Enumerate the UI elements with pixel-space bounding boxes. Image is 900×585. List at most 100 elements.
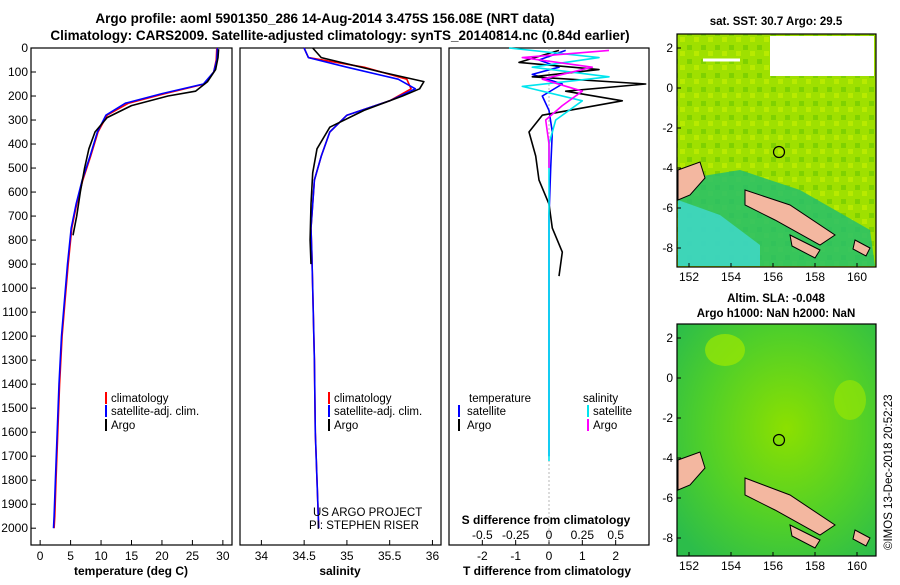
x-axis-ticks: -2 -1 0 1 2	[477, 540, 619, 563]
series-line-argo	[72, 49, 220, 236]
title-line-1: Argo profile: aoml 5901350_286 14-Aug-20…	[95, 11, 554, 26]
s-diff-tick-label: -0.5	[472, 528, 493, 542]
x-tick-label: 35.5	[378, 549, 402, 563]
map-x-tick-label: 156	[763, 270, 783, 284]
depth-axis-ticks: 0 100 200 300 400 500 600 700 800 900 1000 1100 1200…	[1, 41, 36, 535]
coastline-island	[852, 239, 871, 257]
legend-label-argo: Argo	[334, 420, 358, 432]
project-annotation: US ARGO PROJECT	[313, 507, 422, 519]
y-tick-label: 1200	[1, 329, 28, 343]
series-lines	[52, 47, 220, 529]
y-tick-label: 1000	[1, 281, 28, 295]
x-axis-ticks: 0 5 10 15 20 25 30	[37, 540, 230, 563]
map-x-tick-label: 158	[805, 270, 825, 284]
sla-map-title-1: Altim. SLA: -0.048	[727, 293, 825, 305]
s-diff-tick-label: -0.25	[502, 528, 530, 542]
y-tick-label: 900	[8, 257, 28, 271]
y-tick-label: 800	[8, 233, 28, 247]
legend-label-climatology: climatology	[111, 393, 169, 405]
legend: climatology satellite-adj. clim. Argo	[328, 392, 422, 432]
x-tick-label: 0	[37, 549, 44, 563]
profile-location-marker	[772, 433, 786, 447]
map-y-tick-label: -2	[662, 121, 673, 135]
map-y-tick-label: -2	[662, 411, 673, 425]
x-axis-label: temperature (deg C)	[74, 564, 188, 578]
x-tick-label: 1	[579, 549, 586, 563]
y-tick-label: 1900	[1, 497, 28, 511]
y-tick-label: 400	[8, 137, 28, 151]
map-x-tick-label: 156	[763, 559, 783, 573]
sla-map-title-2: Argo h1000: NaN h2000: NaN	[697, 308, 856, 320]
legend: temperature salinity satellite Argo sate…	[458, 393, 632, 432]
x-tick-label: 36	[426, 549, 440, 563]
sla-field	[676, 323, 877, 557]
series-lines	[303, 47, 425, 529]
panel-frame	[30, 47, 233, 546]
map-x-tick-label: 154	[721, 559, 741, 573]
x-tick-label: 10	[94, 549, 108, 563]
series-line-satellite-adj-clim-	[303, 47, 417, 529]
x-tick-label: 35	[340, 549, 354, 563]
sst-map-title: sat. SST: 30.7 Argo: 29.5	[710, 16, 843, 28]
y-tick-label: 1500	[1, 401, 28, 415]
coastline-island	[744, 189, 836, 246]
y-tick-label: 200	[8, 89, 28, 103]
coastline-island	[789, 524, 821, 549]
x-tick-label: 34.5	[292, 549, 316, 563]
y-tick-label: 1300	[1, 353, 28, 367]
s-diff-tick-label: 0	[546, 528, 553, 542]
legend-title-temperature: temperature	[469, 393, 531, 405]
map-x-tick-label: 154	[721, 270, 741, 284]
sla-high-anomaly	[705, 334, 745, 366]
legend-label-climatology: climatology	[334, 393, 392, 405]
legend-label-t-argo: Argo	[467, 420, 491, 432]
x-tick-label: -1	[510, 549, 521, 563]
y-axis-ticks: 2 0 -2 -4 -6 -8	[662, 331, 681, 545]
y-tick-label: 700	[8, 209, 28, 223]
map-x-tick-label: 160	[847, 559, 867, 573]
y-tick-label: 100	[8, 65, 28, 79]
map-y-tick-label: -6	[662, 491, 673, 505]
legend-title-salinity: salinity	[583, 393, 618, 405]
imos-credit: ©IMOS 13-Dec-2018 20:52:23	[883, 394, 895, 550]
x-axis-label: T difference from climatology	[463, 564, 631, 578]
legend-label-satellite: satellite-adj. clim.	[334, 406, 422, 418]
y-tick-label: 1400	[1, 377, 28, 391]
coastline-island	[789, 234, 821, 259]
y-tick-label: 1800	[1, 473, 28, 487]
map-x-tick-label: 158	[805, 559, 825, 573]
x-axis-ticks: 152 154 156 158 160	[679, 263, 867, 284]
x-tick-label: 20	[155, 549, 169, 563]
x-axis-ticks: 152 154 156 158 160	[679, 552, 867, 573]
y-tick-label: 0	[21, 41, 28, 55]
x-axis-ticks: 34 34.5 35 35.5 36	[255, 540, 440, 563]
legend-label-t-satellite: satellite	[467, 406, 506, 418]
x-tick-label: 5	[67, 549, 74, 563]
sla-high-anomaly	[834, 380, 866, 420]
x-tick-label: 15	[125, 549, 139, 563]
legend-label-s-satellite: satellite	[593, 406, 632, 418]
x-tick-label: 0	[546, 549, 553, 563]
legend-label-satellite: satellite-adj. clim.	[111, 406, 199, 418]
map-y-tick-label: -8	[662, 241, 673, 255]
map-x-tick-label: 152	[679, 559, 699, 573]
coastline-island	[744, 477, 836, 536]
y-tick-label: 300	[8, 113, 28, 127]
s-diff-tick-label: 0.25	[571, 528, 595, 542]
x-tick-label: -2	[477, 549, 488, 563]
series-line-argo	[309, 47, 425, 265]
legend-label-argo: Argo	[111, 420, 135, 432]
y-axis-ticks: 2 0 -2 -4 -6 -8	[662, 41, 681, 255]
sla-map: 152 154 156 158 160 2 0 -2 -4 -6 -8	[662, 323, 877, 573]
secondary-axis-label: S difference from climatology	[462, 513, 631, 527]
y-tick-label: 1600	[1, 425, 28, 439]
x-tick-label: 25	[186, 549, 200, 563]
series-line-argo	[521, 49, 610, 168]
y-tick-label: 500	[8, 161, 28, 175]
title-line-2: Climatology: CARS2009. Satellite-adjuste…	[50, 28, 629, 43]
y-tick-label: 2000	[1, 521, 28, 535]
coastline-island	[677, 161, 706, 201]
map-y-tick-label: -8	[662, 531, 673, 545]
legend-label-s-argo: Argo	[593, 420, 617, 432]
